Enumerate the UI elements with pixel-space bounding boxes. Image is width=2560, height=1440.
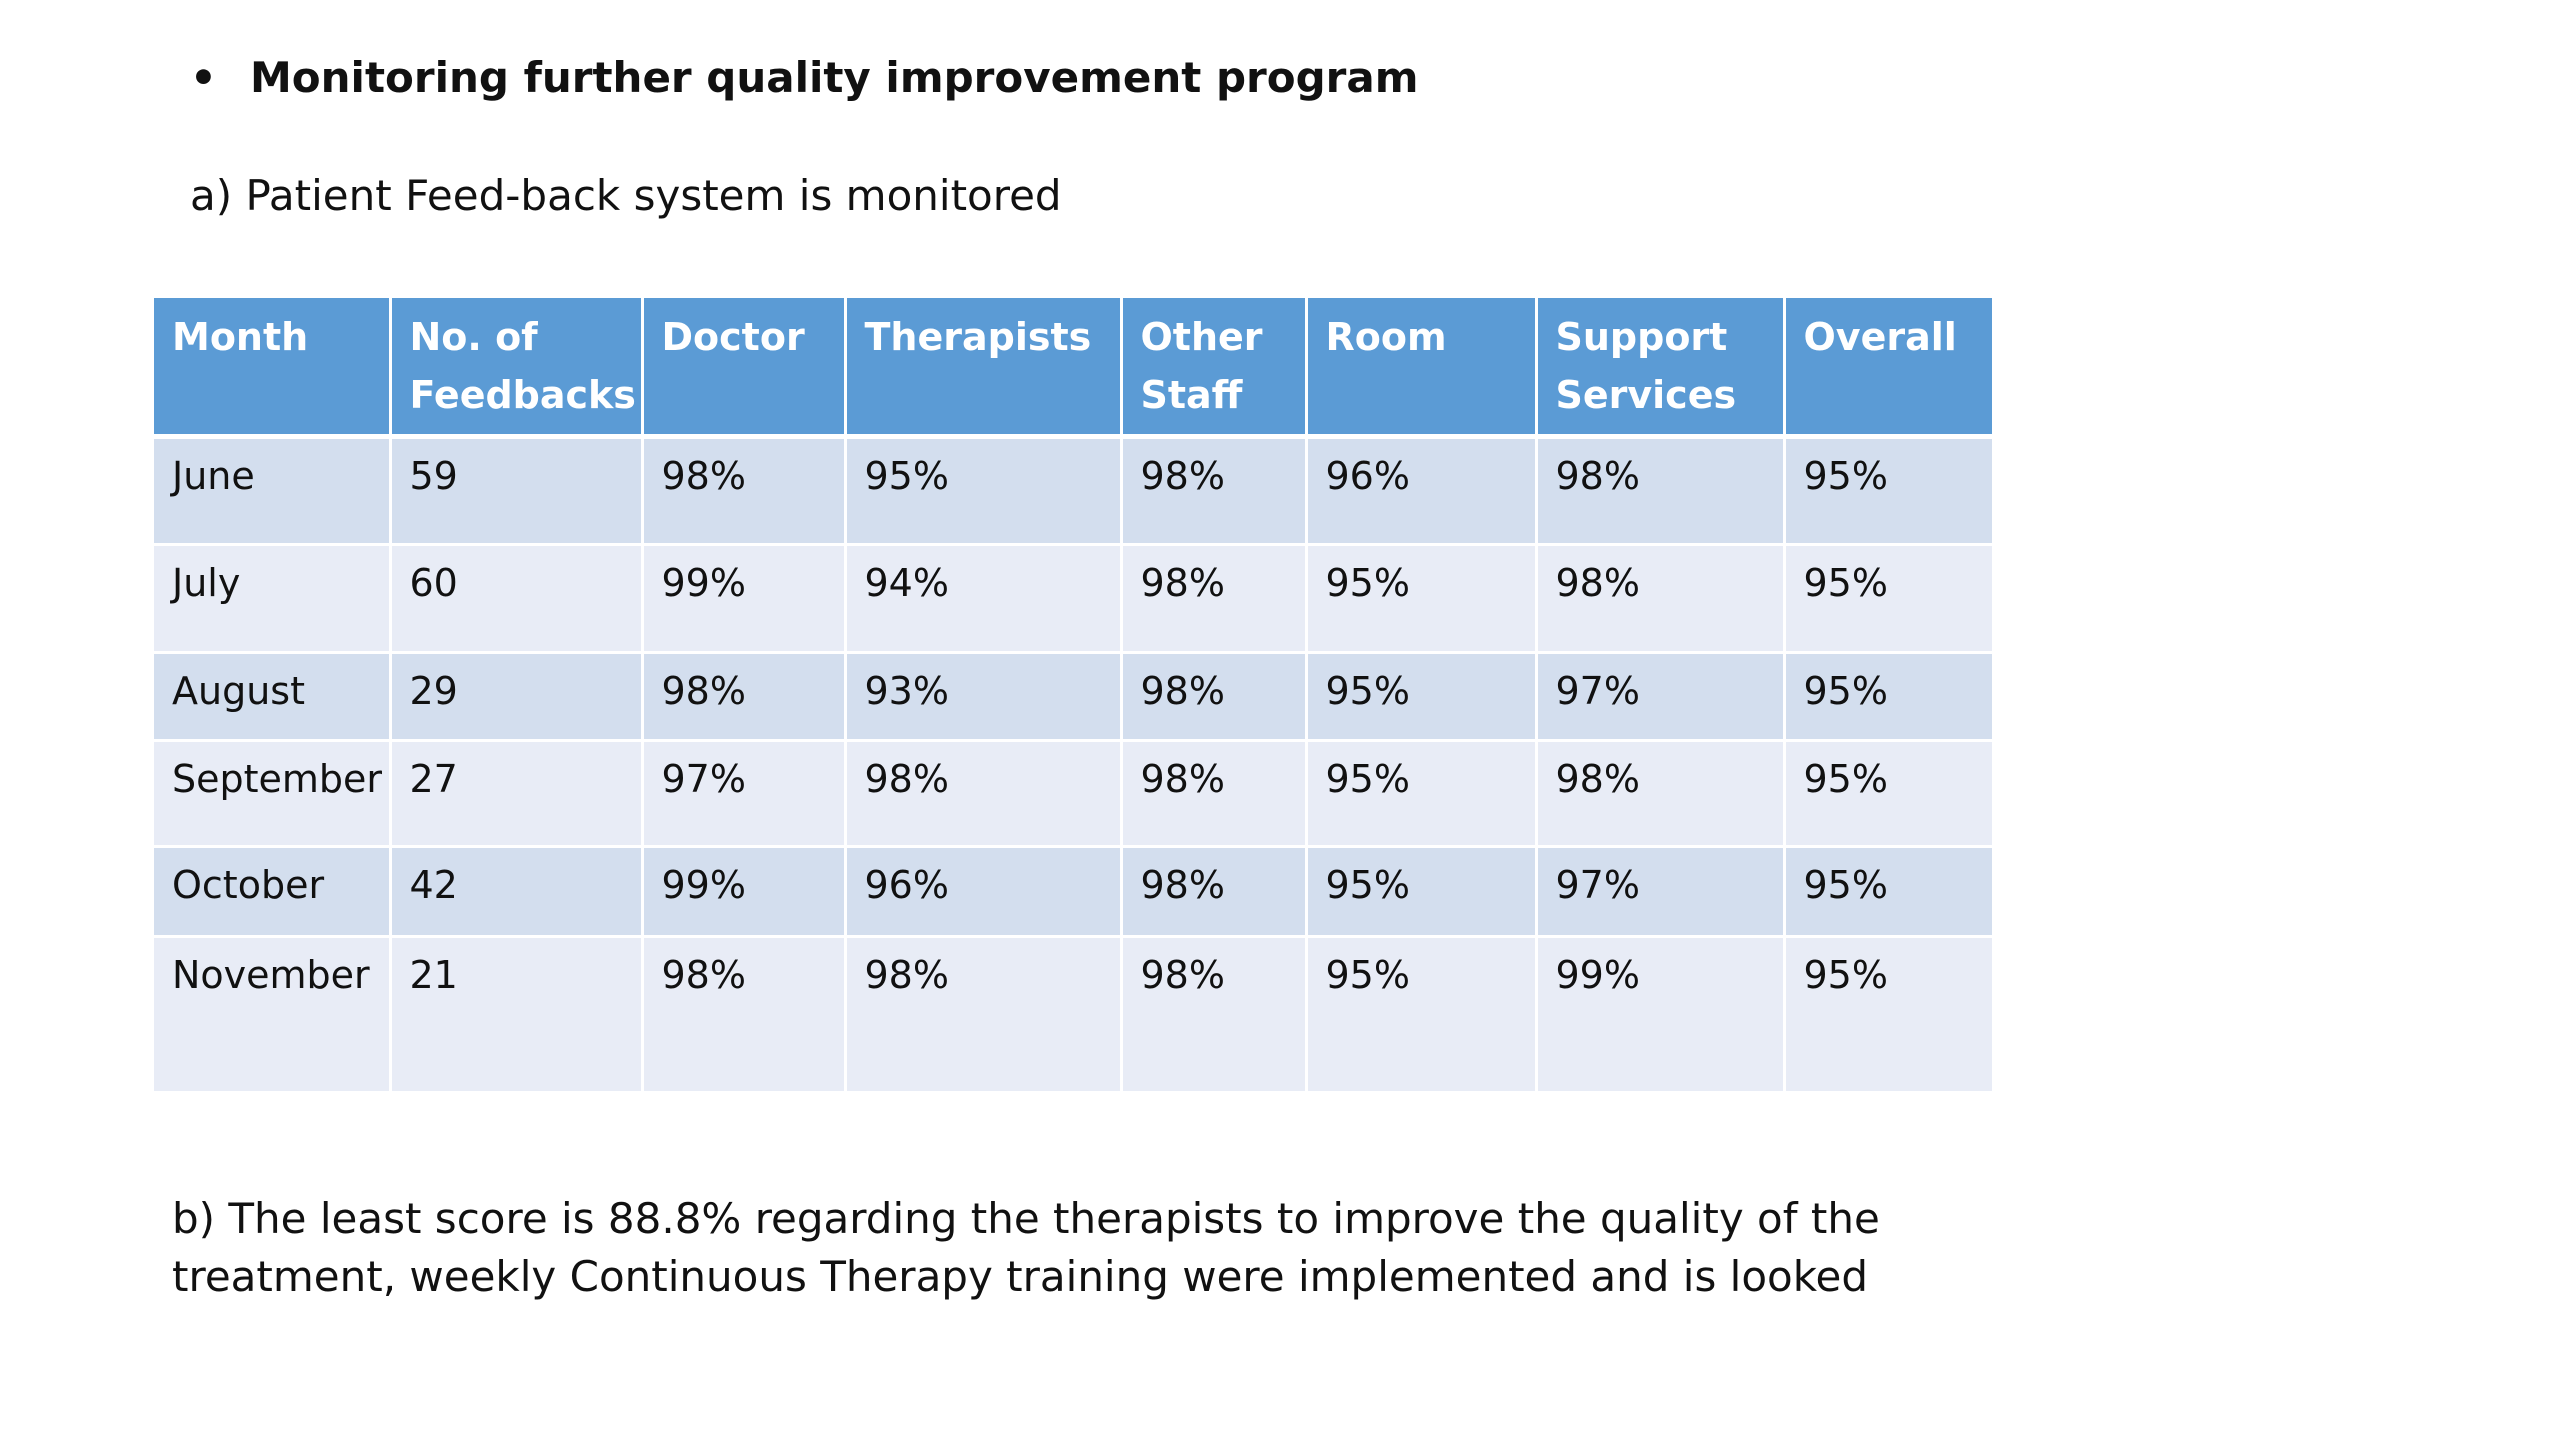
table-cell: 94%: [845, 544, 1123, 654]
column-header-doctor: Doctor: [642, 298, 847, 439]
table-cell: November: [154, 936, 392, 1094]
table-cell: 59: [390, 436, 644, 546]
table-cell: 95%: [1784, 936, 1992, 1094]
table-cell: 98%: [1536, 436, 1786, 546]
table-cell: 99%: [1536, 936, 1786, 1094]
column-header-feedbacks: No. of Feedbacks: [390, 298, 644, 439]
table-cell: 29: [390, 652, 644, 742]
table-cell: 95%: [1784, 544, 1992, 654]
feedback-table-container: Month No. of Feedbacks Doctor Therapists…: [154, 298, 1992, 1094]
table-cell: 97%: [642, 740, 847, 848]
table-cell: 99%: [642, 544, 847, 654]
table-cell: 96%: [1306, 436, 1538, 546]
table-cell: 98%: [642, 936, 847, 1094]
column-header-month: Month: [154, 298, 392, 439]
table-cell: June: [154, 436, 392, 546]
table-row: August 29 98% 93% 98% 95% 97% 95%: [154, 652, 1992, 742]
table-cell: October: [154, 846, 392, 938]
column-header-therapists: Therapists: [845, 298, 1123, 439]
paragraph-b: b) The least score is 88.8% regarding th…: [172, 1194, 1880, 1301]
table-cell: 95%: [1306, 846, 1538, 938]
section-heading-text: Monitoring further quality improvement p…: [250, 53, 1419, 102]
table-row: September 27 97% 98% 98% 95% 98% 95%: [154, 740, 1992, 848]
table-cell: 98%: [642, 652, 847, 742]
table-cell: 95%: [1306, 936, 1538, 1094]
bullet-marker: •: [190, 53, 217, 102]
table-row: July 60 99% 94% 98% 95% 98% 95%: [154, 544, 1992, 654]
table-cell: August: [154, 652, 392, 742]
table-cell: 27: [390, 740, 644, 848]
table-cell: 95%: [845, 436, 1123, 546]
table-cell: 95%: [1784, 740, 1992, 848]
table-cell: 95%: [1784, 846, 1992, 938]
section-heading: • Monitoring further quality improvement …: [190, 48, 1418, 108]
table-cell: 98%: [1536, 740, 1786, 848]
table-cell: 98%: [642, 436, 847, 546]
table-header-row: Month No. of Feedbacks Doctor Therapists…: [154, 298, 1992, 439]
column-header-support-services: Support Services: [1536, 298, 1786, 439]
table-row: June 59 98% 95% 98% 96% 98% 95%: [154, 436, 1992, 546]
subheading-a: a) Patient Feed-back system is monitored: [190, 171, 1062, 220]
table-cell: 95%: [1306, 740, 1538, 848]
table-cell: 42: [390, 846, 644, 938]
table-cell: 97%: [1536, 652, 1786, 742]
table-cell: 98%: [1121, 436, 1308, 546]
table-cell: 95%: [1306, 652, 1538, 742]
table-cell: 98%: [1121, 936, 1308, 1094]
table-cell: 97%: [1536, 846, 1786, 938]
column-header-overall: Overall: [1784, 298, 1992, 439]
column-header-other-staff: Other Staff: [1121, 298, 1308, 439]
table-cell: 98%: [1536, 544, 1786, 654]
table-cell: 98%: [1121, 544, 1308, 654]
table-cell: 95%: [1784, 652, 1992, 742]
table-cell: 96%: [845, 846, 1123, 938]
table-cell: 98%: [845, 740, 1123, 848]
table-cell: 98%: [1121, 846, 1308, 938]
column-header-room: Room: [1306, 298, 1538, 439]
table-row: October 42 99% 96% 98% 95% 97% 95%: [154, 846, 1992, 938]
table-cell: 60: [390, 544, 644, 654]
feedback-table: Month No. of Feedbacks Doctor Therapists…: [154, 298, 1992, 1094]
table-cell: July: [154, 544, 392, 654]
table-cell: 93%: [845, 652, 1123, 742]
table-cell: 98%: [1121, 740, 1308, 848]
table-row: November 21 98% 98% 98% 95% 99% 95%: [154, 936, 1992, 1094]
table-cell: September: [154, 740, 392, 848]
table-cell: 95%: [1306, 544, 1538, 654]
table-cell: 21: [390, 936, 644, 1094]
table-cell: 98%: [1121, 652, 1308, 742]
table-cell: 98%: [845, 936, 1123, 1094]
table-cell: 95%: [1784, 436, 1992, 546]
table-cell: 99%: [642, 846, 847, 938]
